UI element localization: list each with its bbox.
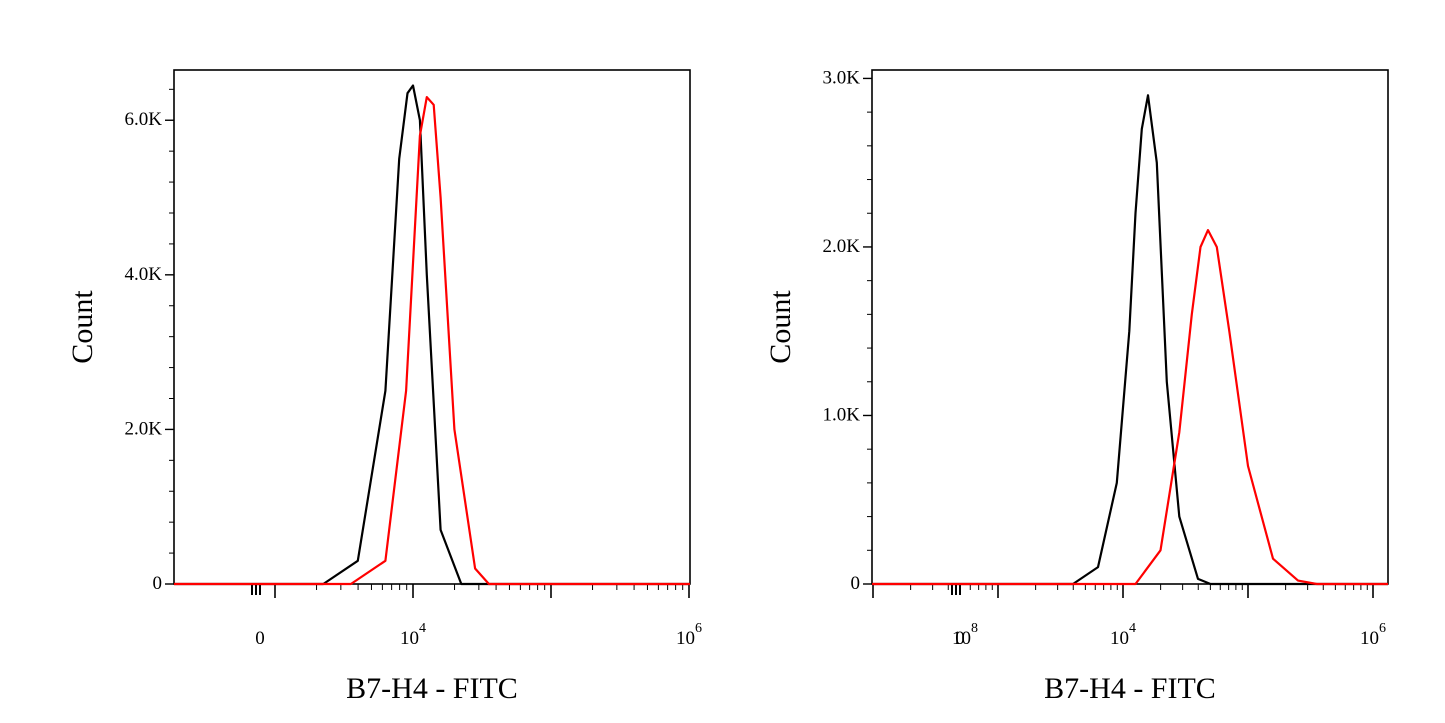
x-tick-label: 0 xyxy=(255,628,265,649)
y-tick-label: 1.0K xyxy=(823,404,861,425)
x-tick-base: 10 xyxy=(400,628,419,649)
x-tick-exponent: 6 xyxy=(695,621,702,636)
x-tick-base: 10 xyxy=(952,628,971,649)
x-tick-base: 10 xyxy=(1360,628,1379,649)
y-tick-label: 3.0K xyxy=(823,67,861,88)
x-tick-base: 0 xyxy=(255,628,265,649)
y-tick-label: 0 xyxy=(851,573,861,594)
x-tick-exponent: 4 xyxy=(419,621,426,636)
y-tick-label: 6.0K xyxy=(125,109,163,130)
histogram-curve-black xyxy=(872,94,1388,586)
plot-frame xyxy=(173,69,691,585)
y-axis-title: Count xyxy=(66,290,99,364)
x-tick-label: 104 xyxy=(1110,621,1136,649)
x-tick-label: 0 xyxy=(955,628,965,649)
x-axis-title: B7-H4 - FITC xyxy=(346,672,518,705)
y-tick-label: 2.0K xyxy=(823,236,861,257)
x-tick-label: 106 xyxy=(1360,621,1386,649)
histogram-curve-red xyxy=(174,96,690,586)
x-tick-label: 106 xyxy=(676,621,702,649)
x-tick-base: 0 xyxy=(955,628,965,649)
histogram-curve-black xyxy=(174,84,690,586)
x-tick-exponent: 6 xyxy=(1379,621,1386,636)
x-tick-label: 104 xyxy=(400,621,426,649)
x-tick-exponent: 8 xyxy=(971,621,978,636)
x-tick-exponent: 4 xyxy=(1129,621,1136,636)
y-tick-label: 4.0K xyxy=(125,264,163,285)
histogram-curve-red xyxy=(872,229,1388,586)
x-tick-base: 10 xyxy=(676,628,695,649)
x-axis-title: B7-H4 - FITC xyxy=(1044,672,1216,705)
x-tick-label: 108 xyxy=(952,621,978,649)
y-axis-title: Count xyxy=(764,290,797,364)
x-tick-base: 10 xyxy=(1110,628,1129,649)
y-tick-label: 2.0K xyxy=(125,418,163,439)
y-tick-label: 0 xyxy=(153,573,163,594)
